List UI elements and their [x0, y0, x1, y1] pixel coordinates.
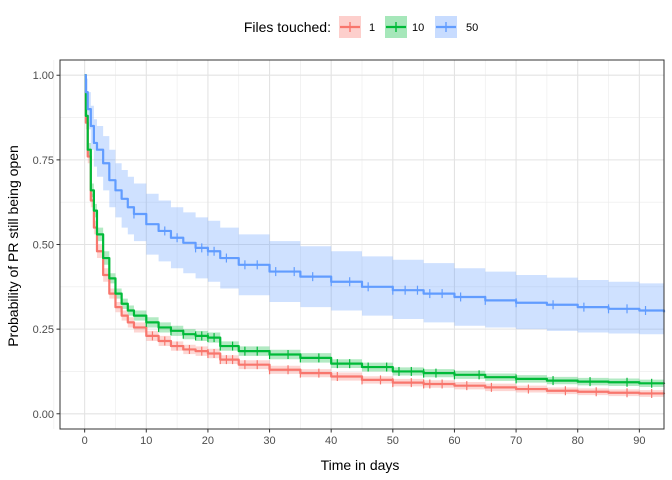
confidence-band-50	[84, 75, 664, 336]
plot-area	[53, 59, 666, 430]
y-tick-label: 0.50	[33, 240, 54, 252]
x-tick-label: 30	[263, 435, 275, 447]
x-tick-label: 20	[202, 435, 214, 447]
x-tick-label: 50	[387, 435, 399, 447]
x-tick-label: 80	[572, 435, 584, 447]
legend-title: Files touched:	[244, 19, 331, 35]
x-tick-label: 60	[448, 435, 460, 447]
y-axis-title: Probability of PR still being open	[5, 145, 21, 347]
censor-marks	[133, 209, 653, 398]
confidence-bands	[84, 75, 664, 398]
x-axis: 0 10 20 30 40 50 60 70 80 90	[82, 429, 645, 447]
x-tick-label: 70	[510, 435, 522, 447]
x-tick-label: 40	[325, 435, 337, 447]
x-tick-label: 0	[82, 435, 88, 447]
grid-major	[60, 60, 664, 429]
legend-label-50: 50	[466, 22, 478, 34]
y-tick-label: 1.00	[33, 70, 54, 82]
y-axis: 0.00 0.25 0.50 0.75 1.00	[33, 70, 60, 421]
y-tick-label: 0.25	[33, 324, 54, 336]
y-tick-label: 0.00	[33, 409, 54, 421]
y-tick-label: 0.75	[33, 155, 54, 167]
legend-label-10: 10	[412, 22, 424, 34]
x-axis-title: Time in days	[321, 457, 400, 473]
x-tick-label: 90	[633, 435, 645, 447]
legend: Files touched: 1 10 50	[244, 16, 478, 38]
x-tick-label: 10	[140, 435, 152, 447]
legend-items: 1 10 50	[339, 16, 478, 38]
legend-label-1: 1	[369, 22, 375, 34]
